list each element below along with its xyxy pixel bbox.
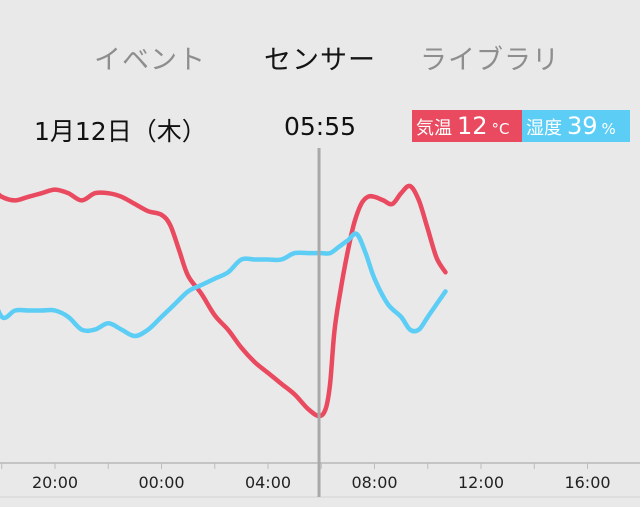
temperature-label: 気温	[416, 118, 452, 139]
humidity-unit: %	[601, 120, 616, 138]
cursor-date: 1月12日（木）	[34, 117, 207, 146]
tab-events[interactable]: イベント	[94, 45, 206, 76]
tab-library[interactable]: ライブラリ	[420, 45, 560, 76]
humidity-badge: 湿度 39 %	[522, 110, 630, 142]
sensor-chart-svg[interactable]: 20:00 00:00 04:00 08:00 12:00 16:00	[0, 148, 640, 507]
segment-tabs: イベント センサー ライブラリ	[0, 0, 640, 110]
humidity-line	[0, 231, 448, 339]
temperature-badge: 気温 12 °C	[412, 110, 522, 142]
x-tick-label: 12:00	[458, 473, 504, 492]
tab-sensor[interactable]: センサー	[264, 45, 376, 76]
humidity-label: 湿度	[526, 118, 562, 139]
temperature-line	[0, 183, 448, 419]
temperature-value: 12	[457, 112, 488, 140]
x-tick-label: 04:00	[245, 473, 291, 492]
temperature-unit: °C	[491, 120, 510, 138]
x-tick-label: 00:00	[138, 473, 184, 492]
humidity-value: 39	[567, 112, 598, 140]
x-tick-label: 20:00	[32, 473, 78, 492]
cursor-time: 05:55	[284, 112, 357, 141]
x-tick-label: 16:00	[564, 473, 610, 492]
sensor-chart[interactable]: 20:00 00:00 04:00 08:00 12:00 16:00	[0, 148, 640, 507]
x-tick-label: 08:00	[351, 473, 397, 492]
cursor-info: 1月12日（木） 05:55 気温 12 °C 湿度 39 %	[0, 108, 640, 148]
